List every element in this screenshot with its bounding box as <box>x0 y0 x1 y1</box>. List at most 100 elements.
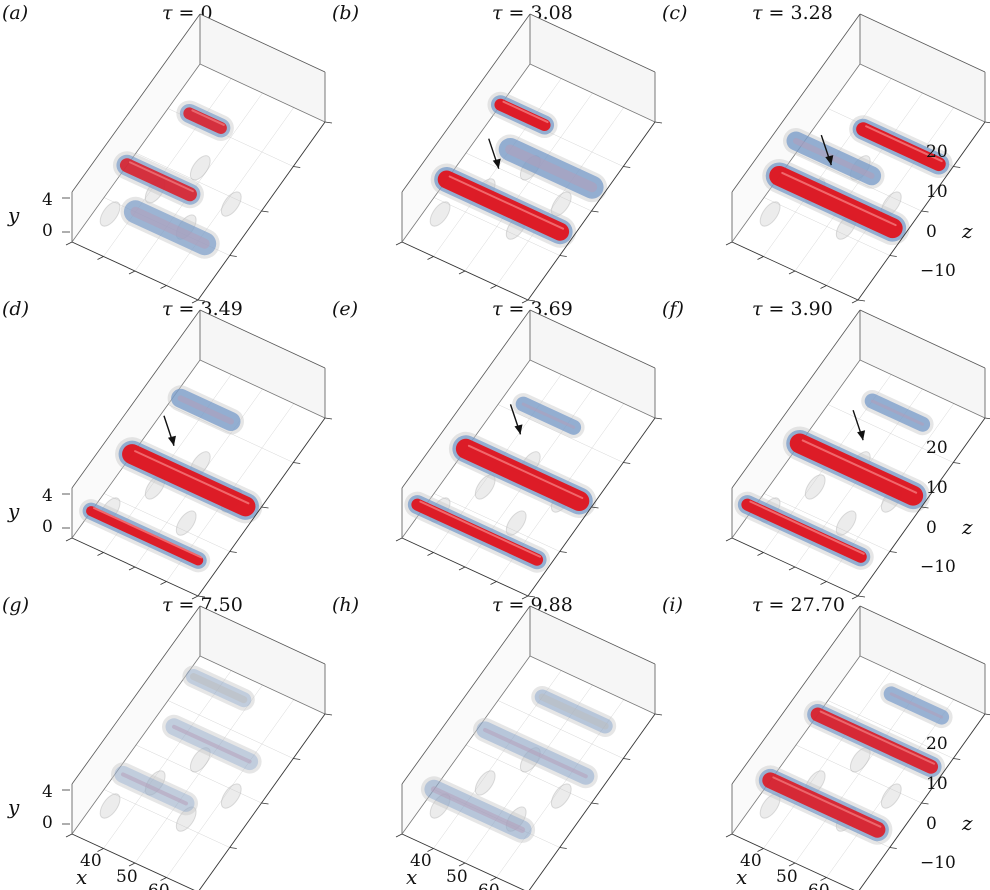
box-edge <box>529 13 656 73</box>
x-tick <box>128 566 136 571</box>
x-tick <box>427 552 434 556</box>
x-tick <box>521 299 529 304</box>
mixed-streak <box>505 144 598 193</box>
panel-time: τ = 3.08 <box>492 2 573 24</box>
figure-panel: (f) τ = 3.90 20 10 0 −10 z <box>660 296 990 600</box>
z-tick-label: 10 <box>926 774 948 794</box>
z-tick-label: 0 <box>926 222 937 242</box>
x-tick <box>851 595 859 600</box>
box-edge <box>401 655 531 835</box>
z-tick <box>984 713 990 716</box>
z-tick <box>559 255 567 257</box>
arrow-head <box>167 435 176 446</box>
figure-panel: (g)τ = 7.5040y405060x <box>0 592 333 890</box>
vortex-blob <box>429 201 451 227</box>
z-tick <box>229 255 237 257</box>
z-tick <box>953 462 961 464</box>
y-tick-label: 0 <box>42 221 53 241</box>
box-edge <box>529 309 656 369</box>
high-speed-streak <box>183 107 227 134</box>
x-tick-label: 50 <box>446 867 468 887</box>
high-speed-streak <box>122 444 256 517</box>
z-tick <box>229 551 237 553</box>
figure-panel: (d) τ = 3.49 4 0 y <box>0 296 333 600</box>
isosurface-box: 20 10 0 −10z <box>725 309 990 600</box>
vortex-blob <box>880 783 902 809</box>
z-tick <box>654 713 663 716</box>
vortex-blob <box>220 783 242 809</box>
side-wall <box>530 14 655 122</box>
box-edge <box>859 605 986 665</box>
z-tick-label: −10 <box>920 557 956 577</box>
figure-panel: (e) τ = 3.69 <box>330 296 663 600</box>
x-tick <box>458 862 466 867</box>
box-edge <box>859 359 986 419</box>
floor-grid-line <box>167 404 294 463</box>
panel-time: τ = 27.70 <box>752 594 845 616</box>
x-tick <box>65 241 73 246</box>
figure-panel: (i) τ = 27.70 20 10 0 −10z 40 50 60 x <box>660 592 990 890</box>
box-edge <box>731 655 861 835</box>
floor-grid-line <box>134 92 263 272</box>
x-tick <box>97 848 104 852</box>
floor-grid-line <box>794 684 923 864</box>
box-edge <box>199 309 326 369</box>
x-tick <box>490 581 497 585</box>
z-axis-label: z <box>961 515 973 539</box>
floor-grid-line <box>166 699 294 878</box>
box-edge <box>199 63 326 123</box>
floor-grid-line <box>134 684 263 864</box>
x-tick <box>820 581 827 585</box>
z-tick <box>623 462 631 464</box>
streak-highlight <box>865 125 943 163</box>
high-speed-streak <box>810 707 939 774</box>
box-edge <box>199 13 326 73</box>
z-tick <box>889 847 897 849</box>
z-tick <box>197 299 206 302</box>
high-speed-streak <box>769 165 903 239</box>
streak-highlight <box>749 500 865 555</box>
z-tick <box>889 255 897 257</box>
x-axis-label: x <box>76 865 87 889</box>
isosurface-box: 4 0 y <box>7 309 333 600</box>
z-tick <box>229 847 237 849</box>
arrow-head <box>492 158 501 169</box>
mixed-streak <box>172 724 252 764</box>
back-wall <box>402 310 530 538</box>
z-tick-label: 10 <box>926 478 948 498</box>
x-tick <box>725 241 733 246</box>
x-tick <box>458 270 466 275</box>
z-tick-label: 10 <box>926 182 948 202</box>
y-tick-label: 0 <box>42 517 53 537</box>
vortex-surface <box>189 673 248 704</box>
panel-time: τ = 9.88 <box>492 594 573 616</box>
x-tick <box>788 862 796 867</box>
floor-grid-line <box>464 684 593 864</box>
isosurface-box <box>395 309 663 600</box>
streak-highlight <box>772 776 882 828</box>
box-edge <box>859 13 986 73</box>
z-tick <box>591 210 599 213</box>
x-tick <box>395 833 403 838</box>
x-tick-label: 60 <box>148 881 170 890</box>
x-tick <box>851 299 859 304</box>
floor-grid-line <box>497 700 624 759</box>
x-tick <box>160 581 167 585</box>
z-tick <box>591 506 599 509</box>
x-tick <box>97 256 104 260</box>
x-tick <box>160 285 167 289</box>
floor-grid-line <box>496 107 624 286</box>
vortex-surface <box>538 693 609 730</box>
vortex-blob <box>99 201 121 227</box>
z-tick <box>654 417 663 420</box>
x-tick <box>427 256 434 260</box>
x-tick <box>97 552 104 556</box>
back-wall <box>732 310 860 538</box>
mixed-streak <box>430 786 526 833</box>
box-edge <box>199 605 326 665</box>
x-tick <box>788 566 796 571</box>
x-tick <box>757 256 764 260</box>
z-tick <box>197 595 206 598</box>
box-edge <box>731 13 861 193</box>
